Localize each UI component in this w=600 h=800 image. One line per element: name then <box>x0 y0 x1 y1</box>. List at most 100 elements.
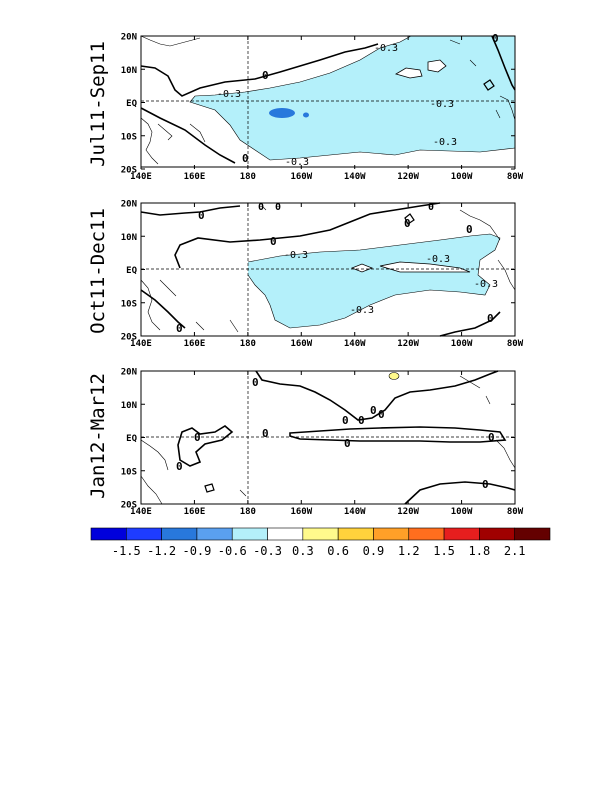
colorbar-label: 1.5 <box>433 544 455 558</box>
panel-2-warm-hole <box>379 261 471 273</box>
lon-tick-label: 140E <box>130 507 152 517</box>
panel-1-contour-label: -0.3 <box>433 137 457 148</box>
panel-3-contour-label: 0 <box>262 427 269 440</box>
colorbar-swatch <box>267 527 304 541</box>
panel-3-contour-label: 0 <box>342 414 349 427</box>
colorbar-swatch <box>161 527 198 541</box>
panel-2-contour-label: -0.3 <box>350 305 374 316</box>
lon-tick-label: 100W <box>451 172 473 182</box>
lon-tick-label: 120W <box>397 339 419 349</box>
panel-1-contour-zero <box>140 107 236 164</box>
colorbar-swatch <box>479 527 515 541</box>
panel-3-contour-label: 0 <box>176 460 183 473</box>
colorbar-label: 0.3 <box>292 544 314 558</box>
panel-3-contour-label: 0 <box>344 437 351 450</box>
colorbar-label: 1.8 <box>469 544 491 558</box>
panel-2-contour-label: 0 <box>487 312 494 325</box>
colorbar-label: 0.9 <box>363 544 385 558</box>
lon-tick-label: 140E <box>130 339 152 349</box>
panel-2-contour-label: -0.3 <box>426 254 450 265</box>
panel-1-contour-label: 0 <box>242 152 249 165</box>
panel-1-contour-zero <box>140 43 379 97</box>
colorbar-swatch <box>443 527 480 541</box>
panel-3-label: Jan12-Mar12 <box>87 373 109 499</box>
panel-3-contour-label: 0 <box>194 431 201 444</box>
panel-2-contour-zero <box>140 289 186 329</box>
lat-tick-label: 10N <box>121 401 137 411</box>
panel-1-small-spot <box>303 112 309 118</box>
panel-1-strong-anomaly-spot <box>269 108 295 118</box>
colorbar-label: -0.3 <box>253 544 282 558</box>
colorbar-label: 2.1 <box>504 544 526 558</box>
colorbar-label: -0.9 <box>182 544 211 558</box>
panel-1-contour-label: -0.3 <box>374 43 398 54</box>
panel-1-warm-hole <box>427 59 447 73</box>
panel-2-contour-zero <box>140 205 241 216</box>
lat-tick-label: 20N <box>121 200 137 210</box>
panel-3-contour-label: 0 <box>482 478 489 491</box>
lat-tick-label: 20S <box>121 333 137 343</box>
colorbar-swatch <box>408 527 445 541</box>
panel-1-warm-hole <box>395 67 423 79</box>
lon-tick-label: 100W <box>451 507 473 517</box>
panel-3-contour-zero <box>289 426 507 443</box>
colorbar-swatch <box>196 527 233 541</box>
panel-1-contour-label: -0.3 <box>285 157 309 168</box>
colorbar-swatch <box>337 527 374 541</box>
lat-tick-label: 20N <box>121 33 137 43</box>
panel-1-label: Jul11-Sep11 <box>87 41 109 167</box>
lon-tick-label: 80W <box>507 507 524 517</box>
panel-3-contour-zero <box>177 425 234 467</box>
lon-tick-label: 160E <box>184 172 206 182</box>
lon-tick-label: 120W <box>397 172 419 182</box>
colorbar-label: -0.6 <box>218 544 247 558</box>
panel-3-contour-zero <box>404 481 516 505</box>
panel-2-contour-label: 0 <box>198 209 205 222</box>
panel-3-contour-label: 0 <box>252 376 259 389</box>
lat-tick-label: 10S <box>121 132 137 142</box>
colorbar-swatch <box>126 527 162 541</box>
panel-3-contour-zero <box>255 370 499 421</box>
panel-1-frame <box>140 35 516 168</box>
panel-1-contour-label: -0.3 <box>430 99 454 110</box>
panel-2-contour-zero <box>439 311 501 337</box>
panel-1-contour-label: 0 <box>262 69 269 82</box>
lat-tick-label: 10S <box>121 299 137 309</box>
colorbar-swatch <box>373 527 410 541</box>
lat-tick-label: 10S <box>121 467 137 477</box>
panel-2-contour-label: 0 <box>258 202 264 213</box>
lat-tick-label: EQ <box>126 434 137 444</box>
lon-tick-label: 100W <box>451 339 473 349</box>
lon-tick-label: 160E <box>184 339 206 349</box>
colorbar-swatch <box>514 527 551 541</box>
panel-2-contour-label: 0 <box>176 322 183 335</box>
lon-tick-label: 160W <box>290 507 312 517</box>
panel-2-coastline <box>140 205 516 333</box>
lon-tick-label: 140W <box>344 339 366 349</box>
lon-tick-label: 140W <box>344 507 366 517</box>
lat-tick-label: EQ <box>126 266 137 276</box>
panel-2-contour-label: 0 <box>404 217 411 230</box>
panel-1-contour-label: 0 <box>492 32 499 45</box>
panel-3-contour-label: 0 <box>370 404 377 417</box>
panel-2-contour-label: 0 <box>466 223 473 236</box>
panel-3-positive-anomaly-spot <box>388 372 400 380</box>
panel-2: Oct11-Dec11 0 0 -0.3 -0.3 -0.3 -0.3 0 0 … <box>87 200 524 350</box>
panel-2-contour-label: -0.3 <box>284 250 308 261</box>
panel-1-contour-label: -0.3 <box>217 89 241 100</box>
lon-tick-label: 180 <box>240 339 256 349</box>
panel-3-contour-label: 0 <box>378 408 385 421</box>
lon-tick-label: 160W <box>290 172 312 182</box>
panel-3-contour-label: 0 <box>488 431 495 444</box>
panel-3-coastline <box>140 375 516 505</box>
panel-2-contour-label: 0 <box>428 202 434 213</box>
panel-2-negative-anomaly-area <box>248 234 500 328</box>
panel-2-contour-label: 0 <box>270 235 277 248</box>
lon-tick-label: 80W <box>507 339 524 349</box>
lon-tick-label: 80W <box>507 172 524 182</box>
panel-2-contour-label: -0.3 <box>474 279 498 290</box>
panel-2-contour-label: 0 <box>275 202 281 213</box>
panel-1-contour-minus-0.3 <box>189 35 516 161</box>
lon-tick-label: 140E <box>130 172 152 182</box>
